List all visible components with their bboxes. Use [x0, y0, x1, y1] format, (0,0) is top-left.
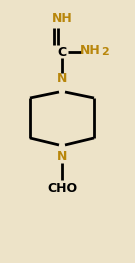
Text: N: N: [57, 73, 67, 85]
Text: C: C: [57, 45, 67, 58]
Text: N: N: [57, 150, 67, 164]
Text: CHO: CHO: [47, 181, 77, 195]
Text: NH: NH: [52, 12, 72, 24]
Text: 2: 2: [101, 47, 109, 57]
Text: NH: NH: [80, 43, 100, 57]
